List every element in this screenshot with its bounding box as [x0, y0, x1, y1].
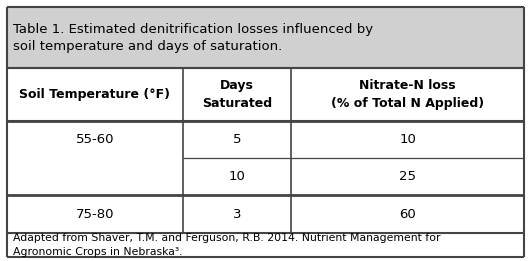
Text: Soil Temperature (°F): Soil Temperature (°F) — [20, 88, 170, 101]
Text: 3: 3 — [233, 207, 241, 221]
Text: 25: 25 — [399, 170, 416, 183]
Text: 60: 60 — [399, 207, 416, 221]
Text: 10: 10 — [229, 170, 245, 183]
Bar — [7, 158, 524, 195]
Text: Adapted from Shaver, T.M. and Ferguson, R.B. 2014. Nutrient Management for: Adapted from Shaver, T.M. and Ferguson, … — [13, 233, 441, 243]
Text: 55-60: 55-60 — [75, 133, 114, 146]
Text: 5: 5 — [233, 133, 241, 146]
Text: (% of Total N Applied): (% of Total N Applied) — [331, 97, 484, 110]
Text: Agronomic Crops in Nebraska³.: Agronomic Crops in Nebraska³. — [13, 247, 183, 257]
Bar — [7, 195, 524, 233]
Text: Nitrate-N loss: Nitrate-N loss — [359, 79, 456, 92]
Text: 75-80: 75-80 — [75, 207, 114, 221]
Text: Days: Days — [220, 79, 254, 92]
Text: Table 1. Estimated denitrification losses influenced by: Table 1. Estimated denitrification losse… — [13, 23, 373, 36]
Text: 10: 10 — [399, 133, 416, 146]
Bar — [7, 233, 524, 257]
Text: Saturated: Saturated — [202, 97, 272, 110]
Bar — [7, 7, 524, 68]
Bar — [7, 68, 524, 121]
Text: soil temperature and days of saturation.: soil temperature and days of saturation. — [13, 40, 282, 53]
Bar — [7, 121, 524, 158]
